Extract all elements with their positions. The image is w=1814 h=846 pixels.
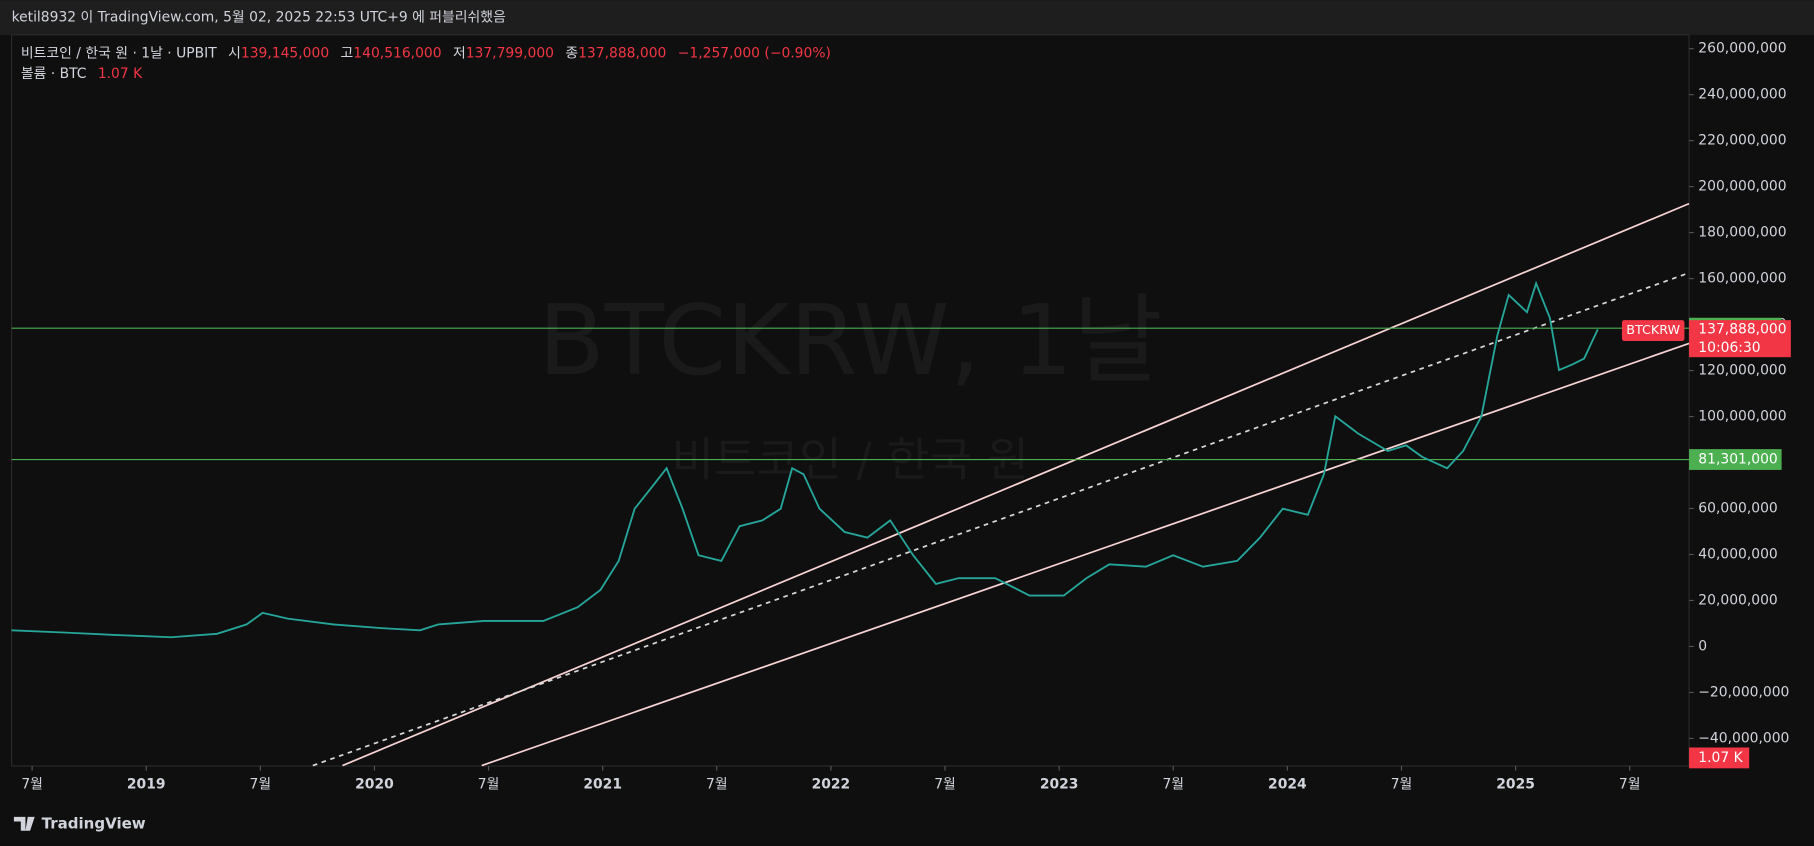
legend-volume-label: 볼륨 · BTC (21, 66, 87, 82)
symbol-tag (1621, 320, 1685, 341)
y-tick-label: 0 (1698, 638, 1707, 654)
x-tick-label: 7월 (478, 777, 500, 793)
header-bar (0, 0, 1814, 35)
y-tick-label: 60,000,000 (1698, 501, 1777, 517)
x-tick-label: 7월 (934, 777, 956, 793)
x-tick-label: 7월 (1162, 777, 1184, 793)
x-tick-label: 2021 (583, 777, 622, 793)
y-tick-label: −40,000,000 (1698, 730, 1789, 746)
channel-line (342, 202, 1690, 767)
legend-volume: 1.07 K (98, 66, 143, 82)
x-tick-label: 2019 (127, 777, 166, 793)
y-tick-label: 240,000,000 (1698, 87, 1786, 103)
footer-logo (13, 816, 35, 831)
price-tag (1689, 449, 1782, 470)
y-tick-label: 20,000,000 (1698, 592, 1777, 608)
y-tick-label: 180,000,000 (1698, 225, 1786, 241)
legend-symbol: 비트코인 / 한국 원 · 1날 · UPBIT (21, 45, 217, 61)
countdown-label: 10:06:30 (1698, 340, 1760, 356)
y-tick-label: 200,000,000 (1698, 179, 1786, 195)
x-tick-label: 2022 (812, 777, 851, 793)
plot-area (10, 34, 1690, 767)
price-line (11, 280, 1599, 639)
channel-line (481, 342, 1690, 767)
y-tick-label: −20,000,000 (1698, 684, 1789, 700)
x-tick-label: 2023 (1040, 777, 1079, 793)
y-tick-label: 120,000,000 (1698, 363, 1786, 379)
y-tick-label: 40,000,000 (1698, 546, 1777, 562)
legend-high: 140,516,000 (353, 45, 441, 61)
y-tick-label: 100,000,000 (1698, 409, 1786, 425)
volume-tag-label: 1.07 K (1698, 750, 1743, 766)
y-tick-label: 260,000,000 (1698, 41, 1786, 57)
chart-layer: −40,000,000 −20,000,000 0 20,000,000 40,000,… (11, 41, 1791, 793)
last-price-label: 137,888,000 (1698, 321, 1786, 337)
x-tick-label: 7월 (21, 777, 43, 793)
footer-bar (0, 803, 1814, 846)
legend-open: 139,145,000 (241, 45, 329, 61)
x-tick-label: 7월 (706, 777, 728, 793)
legend-close: 137,888,000 (578, 45, 666, 61)
x-tick-label: 7월 (1619, 777, 1641, 793)
volume-tag (1689, 747, 1750, 769)
legend-close-label: 종 (565, 45, 578, 61)
watermark-title: BTCKRW, 1날 (538, 284, 1162, 397)
footer-brand: TradingView (42, 814, 146, 832)
legend-volume-line: 볼륨 · BTC 1.07 K (21, 66, 143, 82)
legend-high-label: 고 (341, 45, 354, 61)
legend-line: 비트코인 / 한국 원 · 1날 · UPBIT 시139,145,000 고1… (21, 45, 831, 61)
legend-low: 137,799,000 (466, 45, 554, 61)
x-tick-label: 2025 (1496, 777, 1535, 793)
y-tick-label: 160,000,000 (1698, 271, 1786, 287)
legend-change: −1,257,000 (−0.90%) (678, 45, 831, 61)
legend-low-label: 저 (453, 45, 466, 61)
legend-open-label: 시 (228, 45, 241, 61)
x-tick-label: 7월 (250, 777, 272, 793)
y-tick-label: 220,000,000 (1698, 133, 1786, 149)
header-text: ketil8932 이 TradingView.com, 5월 02, 2025… (12, 10, 507, 26)
x-tick-label: 2020 (355, 777, 394, 793)
symbol-label: BTCKRW (1626, 322, 1680, 337)
channel-line (312, 272, 1690, 767)
price-tag-label: 81,301,000 (1698, 452, 1777, 468)
x-tick-label: 2024 (1268, 777, 1307, 793)
x-tick-label: 7월 (1391, 777, 1413, 793)
last-price-tag (1689, 320, 1791, 358)
